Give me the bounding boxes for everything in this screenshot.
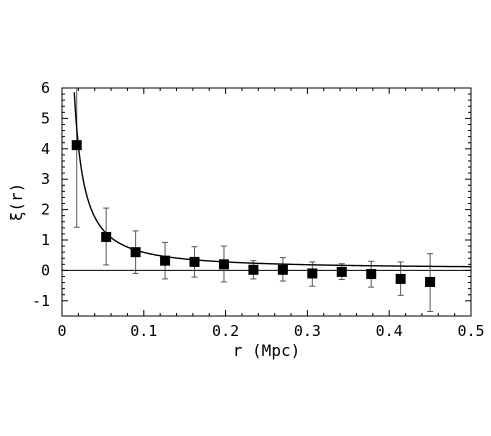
y-tick-label: 2	[41, 201, 50, 219]
x-tick-label: 0.3	[294, 322, 321, 340]
data-point	[218, 259, 229, 270]
x-axis-label: r (Mpc)	[233, 341, 300, 360]
y-tick-label: 5	[41, 109, 50, 127]
data-point	[189, 256, 200, 267]
data-point	[277, 264, 288, 275]
x-tick-label: 0.4	[376, 322, 403, 340]
x-tick-label: 0.1	[130, 322, 157, 340]
data-point	[130, 247, 141, 258]
x-tick-label: 0.5	[457, 322, 484, 340]
data-point	[160, 255, 171, 266]
data-point	[248, 264, 259, 275]
data-point	[101, 231, 112, 242]
data-point	[395, 273, 406, 284]
x-tick-label: 0.2	[212, 322, 239, 340]
fit-curve	[73, 92, 471, 268]
data-point	[307, 268, 318, 279]
y-axis-label: ξ(r)	[7, 183, 26, 222]
data-point	[425, 276, 436, 287]
y-tick-label: -1	[32, 292, 50, 310]
y-tick-label: 4	[41, 140, 50, 158]
y-tick-label: 0	[41, 261, 50, 279]
data-point	[336, 266, 347, 277]
data-point	[366, 269, 377, 280]
y-tick-label: 1	[41, 231, 50, 249]
x-tick-label: 0	[57, 322, 66, 340]
y-tick-label: 3	[41, 170, 50, 188]
plot-frame	[61, 87, 472, 317]
data-point	[71, 140, 82, 151]
y-tick-label: 6	[41, 79, 50, 97]
